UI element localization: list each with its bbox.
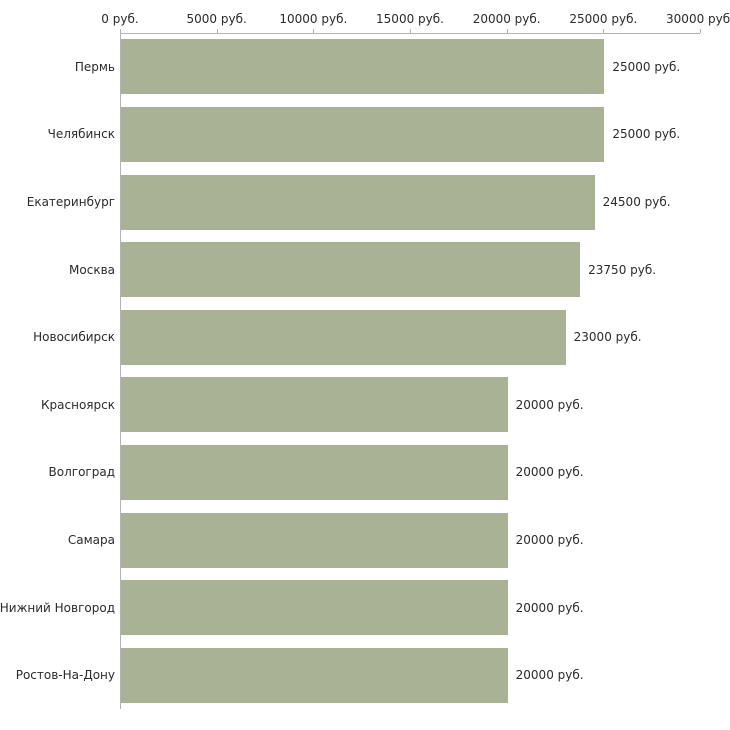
- value-label: 23750 руб.: [588, 262, 657, 277]
- value-label: 25000 руб.: [612, 59, 681, 74]
- x-tick-label: 25000 руб.: [569, 12, 638, 26]
- value-label: 25000 руб.: [612, 127, 681, 142]
- x-tick-label: 15000 руб.: [376, 12, 444, 26]
- x-tick-label: 0 руб.: [101, 12, 139, 26]
- bar: [121, 377, 508, 433]
- bar: [121, 39, 605, 95]
- value-label: 23000 руб.: [573, 330, 642, 345]
- x-tick-mark: [216, 29, 218, 33]
- x-tick-label: 30000 руб.: [666, 12, 730, 26]
- bar: [121, 242, 581, 298]
- value-label: 20000 руб.: [515, 397, 584, 412]
- value-label: 20000 руб.: [515, 465, 584, 480]
- category-label: Новосибирск: [33, 330, 115, 345]
- bar: [121, 309, 566, 365]
- value-label: 20000 руб.: [515, 600, 584, 615]
- x-tick-label: 10000 руб.: [279, 12, 348, 26]
- x-axis-line: [120, 33, 700, 34]
- x-tick-mark: [410, 29, 411, 33]
- x-tick-label: 5000 руб.: [186, 12, 247, 26]
- bar: [121, 106, 605, 162]
- category-label: Москва: [69, 262, 115, 277]
- bar: [121, 647, 508, 703]
- value-label: 20000 руб.: [515, 533, 584, 547]
- x-tick-mark: [700, 29, 701, 33]
- category-label: Екатеринбург: [26, 195, 115, 209]
- y-axis-line: [120, 33, 121, 709]
- x-tick-mark: [603, 29, 605, 33]
- bar: [121, 512, 508, 568]
- category-label: Челябинск: [47, 127, 115, 142]
- category-label: Нижний Новгород: [0, 600, 115, 615]
- value-label: 20000 руб.: [515, 668, 584, 683]
- bar: [121, 444, 508, 500]
- category-label: Пермь: [74, 59, 115, 74]
- x-tick-mark: [506, 29, 508, 33]
- value-label: 24500 руб.: [602, 195, 671, 209]
- category-label: Волгоград: [48, 465, 115, 480]
- x-tick-mark: [120, 29, 121, 33]
- x-tick-mark: [313, 29, 315, 33]
- category-label: Красноярск: [41, 397, 115, 412]
- bar: [121, 174, 595, 230]
- category-label: Самара: [67, 533, 115, 547]
- category-label: Ростов-На-Дону: [15, 668, 115, 683]
- bar: [121, 580, 508, 636]
- x-tick-label: 20000 руб.: [472, 12, 541, 26]
